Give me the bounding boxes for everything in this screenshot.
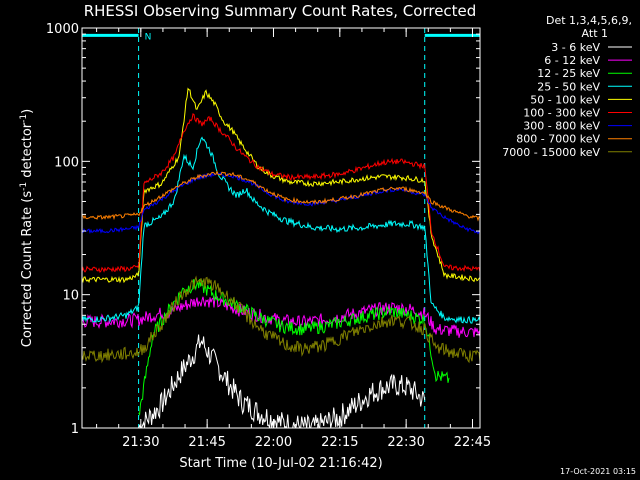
y-axis-label-part3: ) <box>20 109 35 114</box>
y-axis-label-sup2: -1 <box>19 114 29 123</box>
x-tick-label: 21:45 <box>188 435 225 450</box>
y-tick-label: 10 <box>62 289 79 304</box>
series-lines <box>82 87 480 428</box>
legend-label: 50 - 100 keV <box>530 93 600 106</box>
x-axis-label: Start Time (10-Jul-02 21:16:42) <box>179 456 382 471</box>
legend-header-attenuator: Att 1 <box>582 27 608 40</box>
y-tick-label: 1000 <box>46 22 79 37</box>
series-line-4 <box>82 87 480 284</box>
legend-label: 6 - 12 keV <box>544 54 600 67</box>
x-tick-label: 22:00 <box>255 435 292 450</box>
y-tick-label: 1 <box>71 422 79 437</box>
night-flag-label: N <box>145 32 152 42</box>
series-line-0 <box>138 334 426 428</box>
x-tick-label: 22:15 <box>321 435 358 450</box>
series-line-6 <box>82 171 480 235</box>
series-line-8 <box>82 275 480 364</box>
legend-label: 3 - 6 keV <box>551 41 600 54</box>
x-tick-label: 21:30 <box>122 435 159 450</box>
y-axis-label-part1: Corrected Count Rate (s <box>20 191 35 348</box>
legend-label: 300 - 800 keV <box>523 120 600 133</box>
y-axis-label: Corrected Count Rate (s-1 detector-1) <box>19 109 35 347</box>
y-axis-label-part2: detector <box>20 122 35 182</box>
legend-label: 7000 - 15000 keV <box>502 146 600 159</box>
date-stamp: 17-Oct-2021 03:15 <box>560 467 636 476</box>
series-line-2 <box>138 279 450 416</box>
legend-label: 800 - 7000 keV <box>516 133 600 146</box>
y-tick-label: 100 <box>54 155 79 170</box>
x-tick-label: 22:45 <box>454 435 491 450</box>
legend-header-detectors: Det 1,3,4,5,6,9, <box>546 14 632 27</box>
plot-frame <box>81 27 481 429</box>
legend-label: 12 - 25 keV <box>537 67 600 80</box>
chart-title: RHESSI Observing Summary Count Rates, Co… <box>84 2 477 20</box>
axes: 1 10 100 1000 21:30 21:45 22:00 22:15 22:30 22:45 <box>46 22 491 450</box>
y-axis-label-sup1: -1 <box>19 182 29 191</box>
legend-label: 25 - 50 keV <box>537 80 600 93</box>
series-line-7 <box>82 169 480 222</box>
series-line-5 <box>82 113 480 273</box>
legend-label: 100 - 300 keV <box>523 107 600 120</box>
x-tick-label: 22:30 <box>387 435 424 450</box>
series-line-3 <box>82 136 480 324</box>
